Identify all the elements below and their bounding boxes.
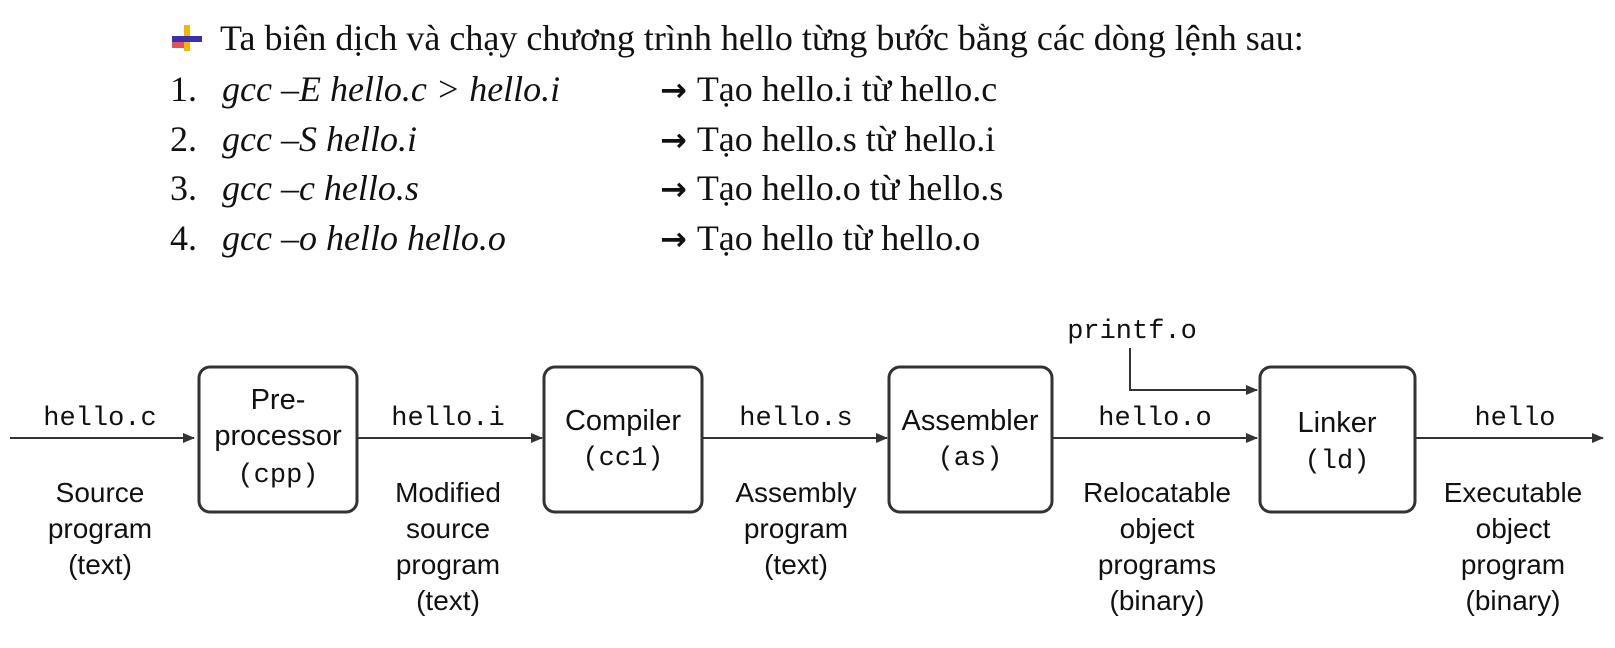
file-hello-c: hello.c — [43, 404, 156, 434]
desc-assembly: program — [744, 513, 848, 544]
file-hello-i: hello.i — [391, 404, 504, 434]
linker-box — [1258, 365, 1417, 514]
intro-text: Ta biên dịch và chạy chương trình hello … — [220, 18, 1304, 58]
preprocessor-tool: (cpp) — [237, 461, 318, 491]
step-command: gcc –S hello.i — [222, 119, 417, 159]
right-arrow-icon: → — [660, 71, 687, 109]
file-hello: hello — [1474, 404, 1555, 434]
step-number: 3. — [170, 168, 197, 208]
step-2: 2. gcc –S hello.i → Tạo hello.s từ hello.i — [170, 115, 995, 163]
file-printf-o: printf.o — [1067, 317, 1197, 347]
desc-modified: source — [406, 513, 490, 544]
right-arrow-icon: → — [660, 170, 687, 208]
preprocessor-label: processor — [214, 420, 342, 452]
desc-relocatable: Relocatable — [1083, 477, 1231, 508]
step-result: Tạo hello.s từ hello.i — [696, 119, 996, 159]
step-1: 1. gcc –E hello.c > hello.i → Tạo hello.i … — [170, 65, 997, 113]
desc-source: Source — [56, 477, 145, 508]
step-command: gcc –c hello.s — [222, 168, 419, 208]
linker-tool: (ld) — [1305, 447, 1370, 477]
desc-relocatable: object — [1120, 513, 1195, 544]
desc-relocatable: programs — [1098, 549, 1216, 580]
desc-executable: Executable — [1444, 477, 1583, 508]
assembler-tool: (as) — [938, 444, 1003, 474]
library-arrow — [1129, 348, 1258, 395]
desc-source: program — [48, 513, 152, 544]
step-number: 4. — [170, 218, 197, 258]
assembler-label: Assembler — [902, 405, 1039, 437]
step-number: 2. — [170, 119, 197, 159]
step-command: gcc –o hello hello.o — [222, 218, 506, 258]
desc-relocatable: (binary) — [1110, 585, 1205, 616]
compiler-box — [542, 365, 704, 514]
file-hello-s: hello.s — [739, 404, 852, 434]
desc-executable: object — [1476, 513, 1551, 544]
step-result: Tạo hello.o từ hello.s — [696, 168, 1004, 208]
compiler-label: Compiler — [565, 405, 681, 437]
step-4: 4. gcc –o hello hello.o → Tạo hello từ hel… — [170, 214, 980, 262]
desc-assembly: Assembly — [735, 477, 856, 508]
desc-modified: Modified — [395, 477, 501, 508]
linker-label: Linker — [1298, 407, 1377, 439]
step-number: 1. — [170, 69, 197, 109]
desc-executable: program — [1461, 549, 1565, 580]
right-arrow-icon: → — [660, 220, 687, 258]
bullet-pin-icon — [172, 25, 202, 51]
step-command: gcc –E hello.c > hello.i — [222, 69, 561, 109]
file-hello-o: hello.o — [1098, 404, 1211, 434]
desc-modified: (text) — [416, 585, 480, 616]
step-result: Tạo hello từ hello.o — [696, 218, 981, 258]
assembler-box — [887, 365, 1054, 514]
desc-modified: program — [396, 549, 500, 580]
right-arrow-icon: → — [660, 121, 687, 159]
desc-source: (text) — [68, 549, 132, 580]
step-3: 3. gcc –c hello.s → Tạo hello.o từ hello.s — [170, 164, 1003, 212]
compiler-tool: (cc1) — [582, 444, 663, 474]
desc-assembly: (text) — [764, 549, 828, 580]
preprocessor-box — [197, 365, 359, 514]
desc-executable: (binary) — [1466, 585, 1561, 616]
intro-line: Ta biên dịch và chạy chương trình hello … — [170, 14, 1304, 62]
step-result: Tạo hello.i từ hello.c — [696, 69, 998, 109]
preprocessor-label: Pre- — [251, 384, 306, 416]
